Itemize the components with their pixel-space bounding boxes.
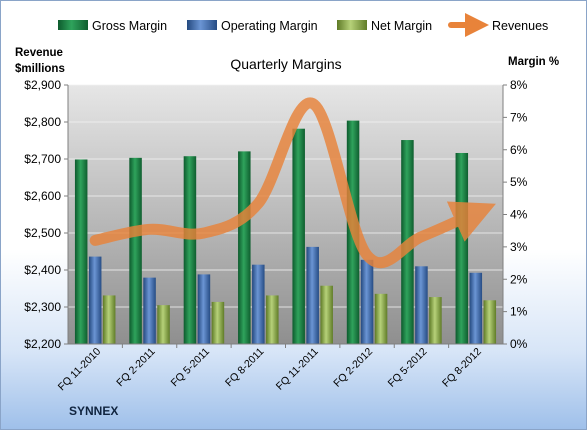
bar-net-margin [429, 297, 442, 344]
left-tick-label: $2,500 [24, 226, 61, 240]
bar-gross-margin [238, 151, 251, 344]
bar-operating-margin [469, 272, 483, 344]
bar-net-margin [320, 285, 333, 344]
bar-gross-margin [183, 156, 197, 344]
left-tick-label: $2,200 [24, 337, 61, 351]
bar-operating-margin [306, 246, 319, 344]
right-tick-label: 7% [510, 110, 528, 124]
left-tick-label: $2,300 [24, 300, 61, 314]
x-tick-label: FQ 11-2011 [274, 346, 321, 393]
bar-gross-margin [455, 152, 469, 344]
bar-net-margin [483, 300, 497, 344]
left-tick-label: $2,700 [24, 152, 61, 166]
left-tick-label: $2,800 [24, 115, 61, 129]
legend-swatch-operating [187, 20, 217, 30]
right-tick-label: 6% [510, 143, 528, 157]
legend-swatch-gross [58, 20, 88, 30]
left-tick-label: $2,900 [24, 78, 61, 92]
bars [74, 120, 497, 344]
right-tick-label: 5% [510, 175, 528, 189]
bar-operating-margin [197, 274, 211, 344]
legend-label-revenues: Revenues [492, 19, 548, 33]
left-axis-ticks: $2,200 $2,300 $2,400 $2,500 $2,600 $2,700 $2,8… [24, 78, 68, 351]
legend-label-operating: Operating Margin [221, 19, 318, 33]
bar-operating-margin [143, 277, 156, 344]
bar-net-margin [266, 295, 279, 344]
left-tick-label: $2,600 [24, 189, 61, 203]
chart-title: Quarterly Margins [230, 56, 341, 72]
right-tick-label: 3% [510, 240, 528, 254]
left-axis-title-line2: $millions [15, 63, 65, 75]
legend-item-operating-margin: Operating Margin [187, 19, 318, 33]
bar-gross-margin [292, 128, 305, 344]
right-tick-label: 2% [510, 272, 528, 286]
revenue-line-layer [89, 97, 496, 268]
x-axis-ticks: FQ 11-2010 FQ 2-2011 FQ 5-2011 FQ 8-2011 FQ … [56, 344, 484, 393]
right-tick-label: 1% [510, 305, 528, 319]
bar-net-margin [102, 295, 116, 344]
x-tick-label: FQ 8-2011 [223, 346, 267, 390]
bar-gross-margin [129, 157, 142, 344]
legend-label-net: Net Margin [371, 19, 432, 33]
bar-operating-margin [360, 259, 374, 344]
bar-net-margin [211, 301, 225, 344]
bar-gross-margin [74, 159, 88, 344]
legend-item-gross-margin: Gross Margin [58, 19, 167, 33]
right-axis-ticks: 0% 1% 2% 3% 4% 5% 6% 7% 8% [503, 78, 528, 351]
x-tick-label: FQ 5-2011 [169, 346, 213, 390]
x-tick-label: FQ 8-2012 [440, 346, 484, 390]
x-tick-label: FQ 11-2010 [56, 346, 104, 394]
legend-swatch-net [337, 20, 367, 30]
right-axis-title: Margin % [508, 56, 559, 68]
bar-net-margin [374, 293, 388, 344]
legend-item-net-margin: Net Margin [337, 19, 432, 33]
bar-operating-margin [252, 264, 265, 344]
x-tick-label: FQ 2-2011 [114, 346, 158, 390]
legend-item-revenues: Revenues [448, 13, 548, 37]
legend-label-gross: Gross Margin [92, 19, 167, 33]
bar-operating-margin [415, 266, 428, 344]
x-tick-label: FQ 5-2012 [386, 346, 430, 390]
x-tick-label: FQ 2-2012 [331, 346, 375, 390]
brand-label: SYNNEX [69, 404, 119, 418]
left-axis-title-line1: Revenue [15, 47, 63, 59]
legend: Gross Margin Operating Margin Net Margin… [58, 13, 548, 37]
revenue-line [89, 97, 496, 268]
bar-operating-margin [88, 256, 102, 344]
bar-net-margin [157, 305, 170, 344]
left-tick-label: $2,400 [24, 263, 61, 277]
right-tick-label: 0% [510, 337, 528, 351]
right-tick-label: 4% [510, 208, 528, 222]
right-tick-label: 8% [510, 78, 528, 92]
